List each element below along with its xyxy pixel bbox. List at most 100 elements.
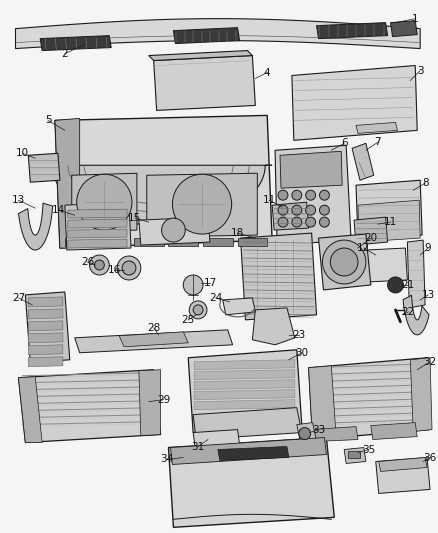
Polygon shape: [379, 457, 427, 472]
Circle shape: [306, 217, 315, 227]
Polygon shape: [139, 217, 210, 245]
Circle shape: [189, 301, 207, 319]
Text: 11: 11: [262, 195, 276, 205]
Polygon shape: [68, 229, 127, 238]
Polygon shape: [169, 438, 334, 527]
Polygon shape: [55, 118, 80, 248]
Polygon shape: [193, 408, 302, 440]
Polygon shape: [292, 66, 417, 140]
Polygon shape: [193, 430, 240, 448]
Text: 24: 24: [209, 293, 223, 303]
Circle shape: [278, 217, 288, 227]
Polygon shape: [68, 239, 127, 248]
Text: 27: 27: [12, 293, 25, 303]
Text: 3: 3: [417, 66, 424, 76]
Polygon shape: [134, 238, 163, 246]
Polygon shape: [28, 309, 63, 319]
Circle shape: [306, 190, 315, 200]
Polygon shape: [237, 238, 267, 246]
Circle shape: [77, 174, 132, 230]
Polygon shape: [309, 366, 336, 441]
Polygon shape: [356, 180, 422, 240]
Polygon shape: [68, 219, 127, 228]
Text: 12: 12: [357, 243, 371, 253]
Polygon shape: [410, 358, 432, 432]
Polygon shape: [149, 51, 252, 61]
Text: 31: 31: [191, 441, 205, 451]
Polygon shape: [170, 438, 326, 464]
Text: 15: 15: [128, 213, 141, 223]
Polygon shape: [309, 358, 430, 440]
Polygon shape: [356, 123, 397, 133]
Polygon shape: [297, 423, 317, 443]
Polygon shape: [18, 203, 53, 250]
Text: 23: 23: [292, 330, 305, 340]
Polygon shape: [25, 292, 70, 363]
Polygon shape: [65, 238, 95, 246]
Circle shape: [292, 205, 302, 215]
Text: 21: 21: [402, 280, 415, 290]
Circle shape: [388, 277, 403, 293]
Polygon shape: [52, 165, 272, 225]
Polygon shape: [147, 173, 257, 237]
Text: 25: 25: [182, 315, 195, 325]
Text: 22: 22: [402, 307, 415, 317]
Circle shape: [95, 260, 104, 270]
Polygon shape: [139, 370, 161, 435]
Circle shape: [299, 427, 311, 440]
Text: 2: 2: [61, 49, 68, 59]
Polygon shape: [194, 370, 295, 379]
Polygon shape: [317, 22, 388, 38]
Circle shape: [319, 205, 329, 215]
Polygon shape: [65, 202, 131, 250]
Polygon shape: [218, 447, 289, 461]
Polygon shape: [154, 55, 255, 110]
Polygon shape: [194, 379, 295, 390]
Circle shape: [193, 305, 203, 315]
Text: 13: 13: [421, 290, 434, 300]
Polygon shape: [280, 151, 342, 188]
Circle shape: [117, 256, 141, 280]
Polygon shape: [275, 146, 351, 245]
Text: 17: 17: [203, 278, 216, 288]
Polygon shape: [188, 350, 302, 433]
Text: 35: 35: [362, 445, 375, 455]
Polygon shape: [407, 240, 425, 308]
Polygon shape: [28, 154, 60, 182]
Polygon shape: [358, 200, 420, 242]
Polygon shape: [55, 116, 272, 248]
Text: 28: 28: [147, 323, 160, 333]
Text: 9: 9: [425, 243, 431, 253]
Polygon shape: [391, 21, 417, 37]
Text: 14: 14: [51, 205, 64, 215]
Polygon shape: [403, 295, 429, 335]
Circle shape: [330, 248, 358, 276]
Circle shape: [319, 190, 329, 200]
Text: 29: 29: [157, 394, 170, 405]
Polygon shape: [75, 330, 233, 353]
Polygon shape: [18, 377, 42, 442]
Text: 4: 4: [264, 68, 271, 77]
Polygon shape: [28, 321, 63, 331]
Polygon shape: [28, 357, 63, 367]
Polygon shape: [28, 345, 63, 355]
Polygon shape: [354, 217, 388, 245]
Circle shape: [122, 261, 136, 275]
Text: 16: 16: [108, 265, 121, 275]
Polygon shape: [173, 28, 240, 44]
Text: 5: 5: [45, 115, 51, 125]
Circle shape: [183, 275, 203, 295]
Polygon shape: [15, 19, 420, 49]
Polygon shape: [223, 298, 255, 315]
Polygon shape: [28, 333, 63, 343]
Text: 13: 13: [12, 195, 25, 205]
Circle shape: [278, 190, 288, 200]
Text: 10: 10: [16, 148, 29, 158]
Text: 33: 33: [312, 425, 325, 434]
Polygon shape: [18, 370, 161, 442]
Bar: [348, 450, 360, 458]
Circle shape: [319, 217, 329, 227]
Text: 32: 32: [424, 357, 437, 367]
Polygon shape: [366, 248, 407, 282]
Polygon shape: [40, 36, 111, 51]
